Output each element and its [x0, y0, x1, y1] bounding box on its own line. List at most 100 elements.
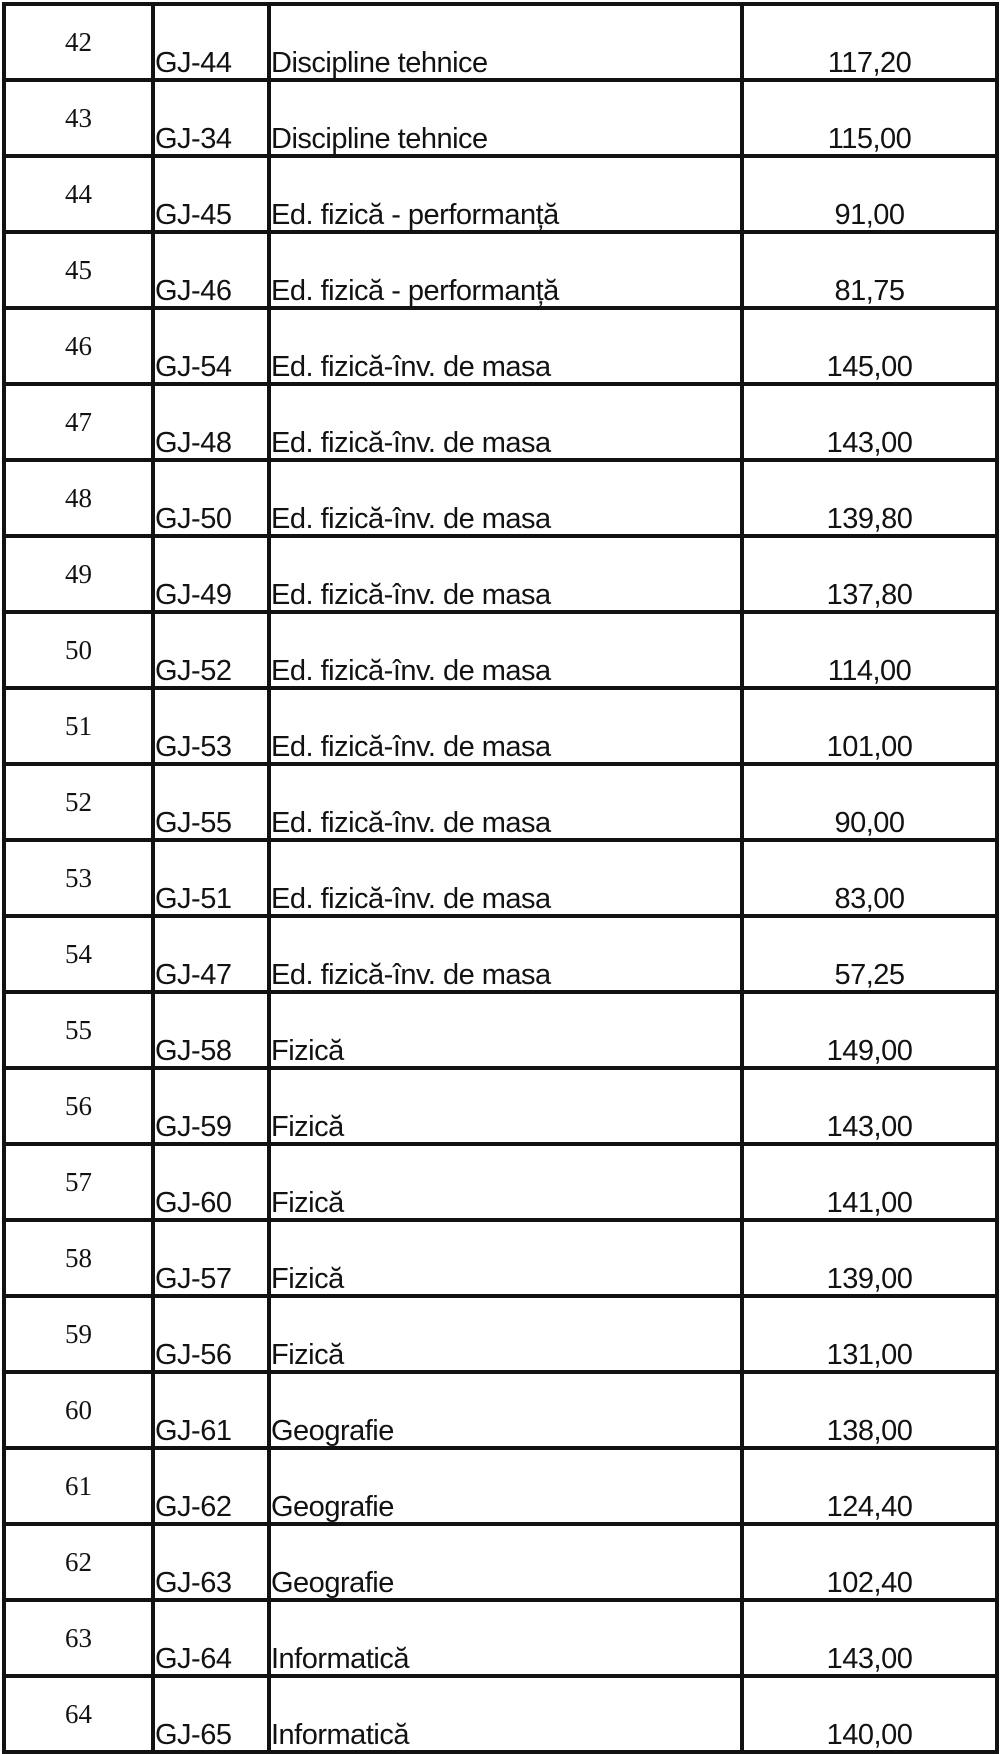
subject-cell: Discipline tehnice	[267, 78, 744, 158]
table-row: 46 GJ-54 Ed. fizică-înv. de masa 145,00	[2, 306, 999, 386]
row-number: 54	[2, 914, 155, 994]
value-cell: 138,00	[740, 1370, 999, 1450]
subject-cell: Fizică	[267, 990, 744, 1070]
value-cell: 90,00	[740, 762, 999, 842]
value-cell: 139,00	[740, 1218, 999, 1298]
row-number: 52	[2, 762, 155, 842]
table-row: 61 GJ-62 Geografie 124,40	[2, 1446, 999, 1526]
row-number: 42	[2, 2, 155, 82]
row-number: 44	[2, 154, 155, 234]
value-cell: 101,00	[740, 686, 999, 766]
table-row: 58 GJ-57 Fizică 139,00	[2, 1218, 999, 1298]
subject-cell: Ed. fizică - performanță	[267, 154, 744, 234]
code-cell: GJ-49	[151, 534, 271, 614]
code-cell: GJ-52	[151, 610, 271, 690]
row-number: 62	[2, 1522, 155, 1602]
value-cell: 143,00	[740, 382, 999, 462]
table-row: 51 GJ-53 Ed. fizică-înv. de masa 101,00	[2, 686, 999, 766]
subject-cell: Ed. fizică-înv. de masa	[267, 306, 744, 386]
table-row: 64 GJ-65 Informatică 140,00	[2, 1674, 999, 1754]
table-row: 59 GJ-56 Fizică 131,00	[2, 1294, 999, 1374]
code-cell: GJ-44	[151, 2, 271, 82]
row-number: 61	[2, 1446, 155, 1526]
table-row: 48 GJ-50 Ed. fizică-înv. de masa 139,80	[2, 458, 999, 538]
value-cell: 137,80	[740, 534, 999, 614]
table-row: 52 GJ-55 Ed. fizică-înv. de masa 90,00	[2, 762, 999, 842]
table-row: 42 GJ-44 Discipline tehnice 117,20	[2, 2, 999, 82]
code-cell: GJ-51	[151, 838, 271, 918]
subject-cell: Fizică	[267, 1218, 744, 1298]
value-cell: 81,75	[740, 230, 999, 310]
row-number: 48	[2, 458, 155, 538]
row-number: 45	[2, 230, 155, 310]
subject-cell: Ed. fizică-înv. de masa	[267, 610, 744, 690]
value-cell: 83,00	[740, 838, 999, 918]
row-number: 58	[2, 1218, 155, 1298]
subject-cell: Ed. fizică-înv. de masa	[267, 762, 744, 842]
value-cell: 91,00	[740, 154, 999, 234]
table-row: 60 GJ-61 Geografie 138,00	[2, 1370, 999, 1450]
code-cell: GJ-47	[151, 914, 271, 994]
code-cell: GJ-45	[151, 154, 271, 234]
subject-cell: Discipline tehnice	[267, 2, 744, 82]
code-cell: GJ-62	[151, 1446, 271, 1526]
row-number: 63	[2, 1598, 155, 1678]
code-cell: GJ-54	[151, 306, 271, 386]
table-row: 57 GJ-60 Fizică 141,00	[2, 1142, 999, 1222]
subject-cell: Ed. fizică-înv. de masa	[267, 914, 744, 994]
table-row: 63 GJ-64 Informatică 143,00	[2, 1598, 999, 1678]
subject-cell: Ed. fizică-înv. de masa	[267, 382, 744, 462]
value-cell: 131,00	[740, 1294, 999, 1374]
subject-cell: Geografie	[267, 1370, 744, 1450]
value-cell: 140,00	[740, 1674, 999, 1754]
code-cell: GJ-60	[151, 1142, 271, 1222]
table-row: 62 GJ-63 Geografie 102,40	[2, 1522, 999, 1602]
subject-cell: Fizică	[267, 1066, 744, 1146]
row-number: 49	[2, 534, 155, 614]
value-cell: 145,00	[740, 306, 999, 386]
row-number: 59	[2, 1294, 155, 1374]
code-cell: GJ-59	[151, 1066, 271, 1146]
code-cell: GJ-65	[151, 1674, 271, 1754]
value-cell: 117,20	[740, 2, 999, 82]
row-number: 46	[2, 306, 155, 386]
row-number: 43	[2, 78, 155, 158]
code-cell: GJ-48	[151, 382, 271, 462]
code-cell: GJ-63	[151, 1522, 271, 1602]
row-number: 50	[2, 610, 155, 690]
row-number: 64	[2, 1674, 155, 1754]
row-number: 57	[2, 1142, 155, 1222]
table-row: 43 GJ-34 Discipline tehnice 115,00	[2, 78, 999, 158]
code-cell: GJ-57	[151, 1218, 271, 1298]
subject-cell: Ed. fizică-înv. de masa	[267, 686, 744, 766]
table-row: 55 GJ-58 Fizică 149,00	[2, 990, 999, 1070]
table-row: 49 GJ-49 Ed. fizică-înv. de masa 137,80	[2, 534, 999, 614]
table-row: 50 GJ-52 Ed. fizică-înv. de masa 114,00	[2, 610, 999, 690]
row-number: 53	[2, 838, 155, 918]
value-cell: 115,00	[740, 78, 999, 158]
value-cell: 57,25	[740, 914, 999, 994]
value-cell: 102,40	[740, 1522, 999, 1602]
table-row: 45 GJ-46 Ed. fizică - performanță 81,75	[2, 230, 999, 310]
subject-cell: Ed. fizică-înv. de masa	[267, 838, 744, 918]
value-cell: 149,00	[740, 990, 999, 1070]
code-cell: GJ-53	[151, 686, 271, 766]
subject-cell: Informatică	[267, 1598, 744, 1678]
subject-cell: Ed. fizică-înv. de masa	[267, 534, 744, 614]
table-row: 54 GJ-47 Ed. fizică-înv. de masa 57,25	[2, 914, 999, 994]
row-number: 60	[2, 1370, 155, 1450]
row-number: 51	[2, 686, 155, 766]
code-cell: GJ-56	[151, 1294, 271, 1374]
row-number: 56	[2, 1066, 155, 1146]
code-cell: GJ-34	[151, 78, 271, 158]
row-number: 55	[2, 990, 155, 1070]
code-cell: GJ-46	[151, 230, 271, 310]
subject-cell: Fizică	[267, 1294, 744, 1374]
subject-cell: Ed. fizică - performanță	[267, 230, 744, 310]
table-row: 56 GJ-59 Fizică 143,00	[2, 1066, 999, 1146]
code-cell: GJ-64	[151, 1598, 271, 1678]
subject-cell: Ed. fizică-înv. de masa	[267, 458, 744, 538]
